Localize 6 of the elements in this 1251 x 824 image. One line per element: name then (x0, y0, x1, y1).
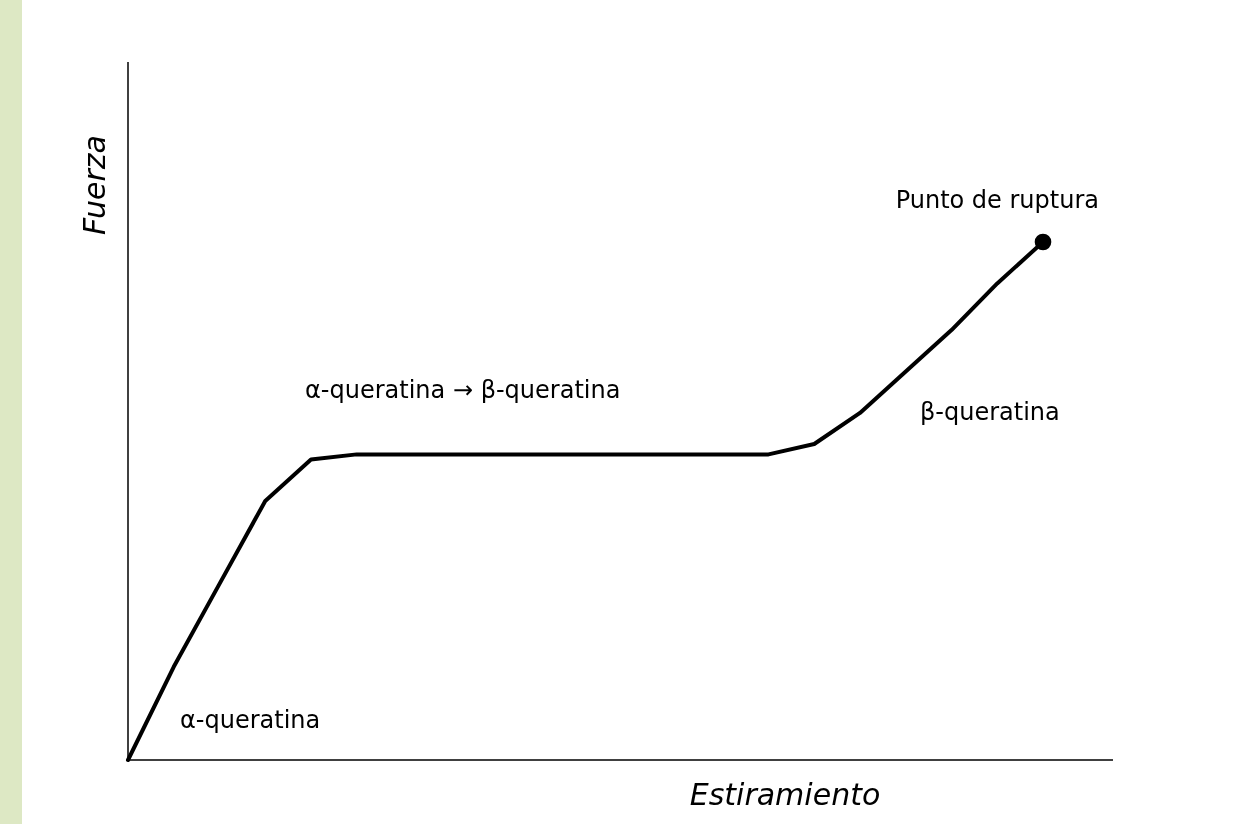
annotation: α-queratina → β-queratina (305, 376, 621, 404)
annotation: α-queratina (180, 706, 321, 734)
y-axis-title: Fuerza (77, 135, 112, 235)
x-axis-title: Estiramiento (689, 777, 881, 812)
text: Punto de ruptura (895, 186, 1099, 214)
annotation: β-queratina (920, 398, 1060, 426)
